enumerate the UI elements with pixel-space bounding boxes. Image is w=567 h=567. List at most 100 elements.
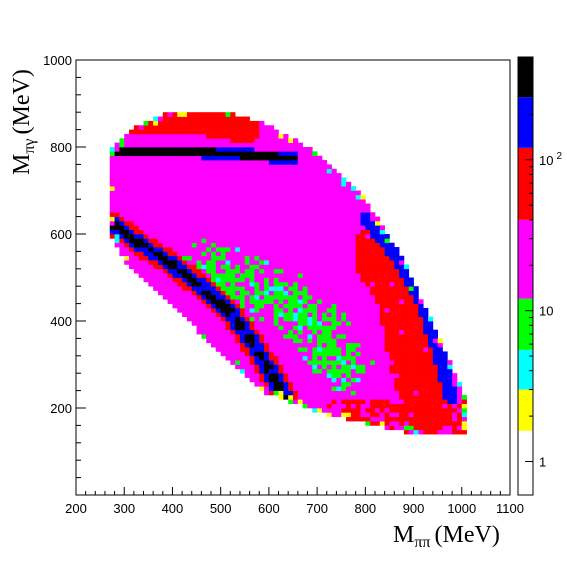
heatmap-cell	[432, 355, 439, 361]
heatmap-cell	[211, 199, 217, 204]
x-tick-label: 400	[162, 501, 184, 516]
heatmap-cell	[321, 255, 328, 261]
heatmap-cell	[244, 220, 250, 226]
heatmap-cell	[196, 116, 202, 122]
heatmap-cell	[196, 160, 202, 165]
heatmap-cell	[384, 360, 390, 365]
heatmap-cell	[288, 303, 294, 309]
heatmap-cell	[350, 373, 357, 378]
heatmap-cell	[307, 238, 313, 244]
heatmap-cell	[293, 164, 299, 170]
heatmap-cell	[182, 216, 188, 222]
heatmap-cell	[215, 273, 222, 278]
heatmap-cell	[346, 307, 352, 313]
heatmap-cell	[350, 290, 357, 296]
heatmap-cell	[379, 316, 385, 322]
heatmap-cell	[268, 294, 275, 300]
heatmap-cell	[254, 125, 260, 130]
heatmap-cell	[346, 251, 352, 257]
heatmap-cell	[297, 142, 303, 148]
heatmap-cell	[321, 303, 328, 309]
heatmap-cell	[437, 364, 443, 370]
heatmap-cell	[341, 307, 347, 313]
heatmap-cell	[283, 212, 289, 217]
heatmap-cell	[239, 247, 246, 252]
heatmap-cell	[374, 264, 381, 270]
heatmap-cell	[124, 160, 130, 165]
heatmap-cell	[268, 329, 275, 335]
heatmap-cell	[442, 399, 448, 404]
heatmap-cell	[346, 181, 352, 187]
heatmap-cell	[365, 251, 371, 257]
heatmap-cell	[177, 273, 183, 278]
heatmap-cell	[355, 334, 361, 339]
heatmap-cell	[182, 147, 188, 152]
heatmap-cell	[423, 403, 429, 409]
heatmap-cell	[394, 338, 400, 344]
heatmap-cell	[307, 234, 313, 239]
heatmap-cell	[288, 299, 294, 304]
heatmap-cell	[119, 238, 125, 244]
heatmap-cell	[288, 264, 294, 270]
heatmap-cell	[360, 351, 366, 357]
heatmap-cell	[350, 268, 357, 274]
heatmap-cell	[273, 194, 279, 200]
heatmap-cell	[186, 168, 193, 174]
heatmap-cell	[138, 129, 144, 135]
heatmap-cell	[129, 194, 135, 200]
heatmap-cell	[365, 255, 371, 261]
heatmap-cell	[360, 255, 366, 261]
heatmap-cell	[370, 399, 376, 404]
heatmap-cell	[215, 255, 222, 261]
heatmap-cell	[211, 133, 217, 139]
heatmap-cell	[326, 408, 332, 413]
heatmap-cell	[225, 338, 231, 344]
heatmap-cell	[182, 294, 188, 300]
heatmap-cell	[264, 355, 270, 361]
heatmap-cell	[235, 151, 241, 157]
heatmap-cell	[428, 368, 434, 374]
heatmap-cell	[365, 273, 371, 278]
heatmap-cell	[374, 225, 381, 230]
heatmap-cell	[206, 268, 212, 274]
heatmap-cell	[326, 255, 332, 261]
heatmap-cell	[456, 399, 463, 404]
heatmap-cell	[365, 307, 371, 313]
heatmap-cell	[317, 277, 323, 283]
heatmap-cell	[157, 260, 164, 265]
heatmap-cell	[167, 290, 173, 296]
heatmap-cell	[418, 425, 424, 431]
heatmap-cell	[288, 268, 294, 274]
heatmap-cell	[336, 194, 342, 200]
heatmap-cell	[428, 364, 434, 370]
heatmap-cell	[365, 381, 371, 387]
heatmap-cell	[346, 399, 352, 404]
heatmap-cell	[374, 255, 381, 261]
heatmap-cell	[437, 429, 443, 435]
heatmap-cell	[167, 264, 173, 270]
heatmap-cell	[341, 238, 347, 244]
heatmap-cell	[244, 120, 250, 126]
heatmap-cell	[244, 373, 250, 378]
heatmap-cell	[148, 268, 154, 274]
heatmap-cell	[273, 247, 279, 252]
heatmap-cell	[452, 386, 458, 391]
heatmap-cell	[264, 234, 270, 239]
heatmap-cell	[341, 408, 347, 413]
heatmap-cell	[162, 129, 168, 135]
heatmap-cell	[307, 207, 313, 213]
heatmap-cell	[321, 203, 328, 209]
heatmap-cell	[355, 190, 361, 196]
heatmap-cell	[235, 242, 241, 248]
heatmap-cell	[254, 286, 260, 291]
heatmap-cell	[360, 225, 366, 230]
heatmap-cell	[346, 381, 352, 387]
heatmap-cell	[293, 373, 299, 378]
heatmap-cell	[109, 147, 115, 152]
heatmap-cell	[374, 260, 381, 265]
heatmap-cell	[215, 334, 222, 339]
heatmap-cell	[389, 364, 395, 370]
heatmap-cell	[268, 364, 275, 370]
heatmap-cell	[312, 255, 318, 261]
heatmap-cell	[336, 347, 342, 352]
